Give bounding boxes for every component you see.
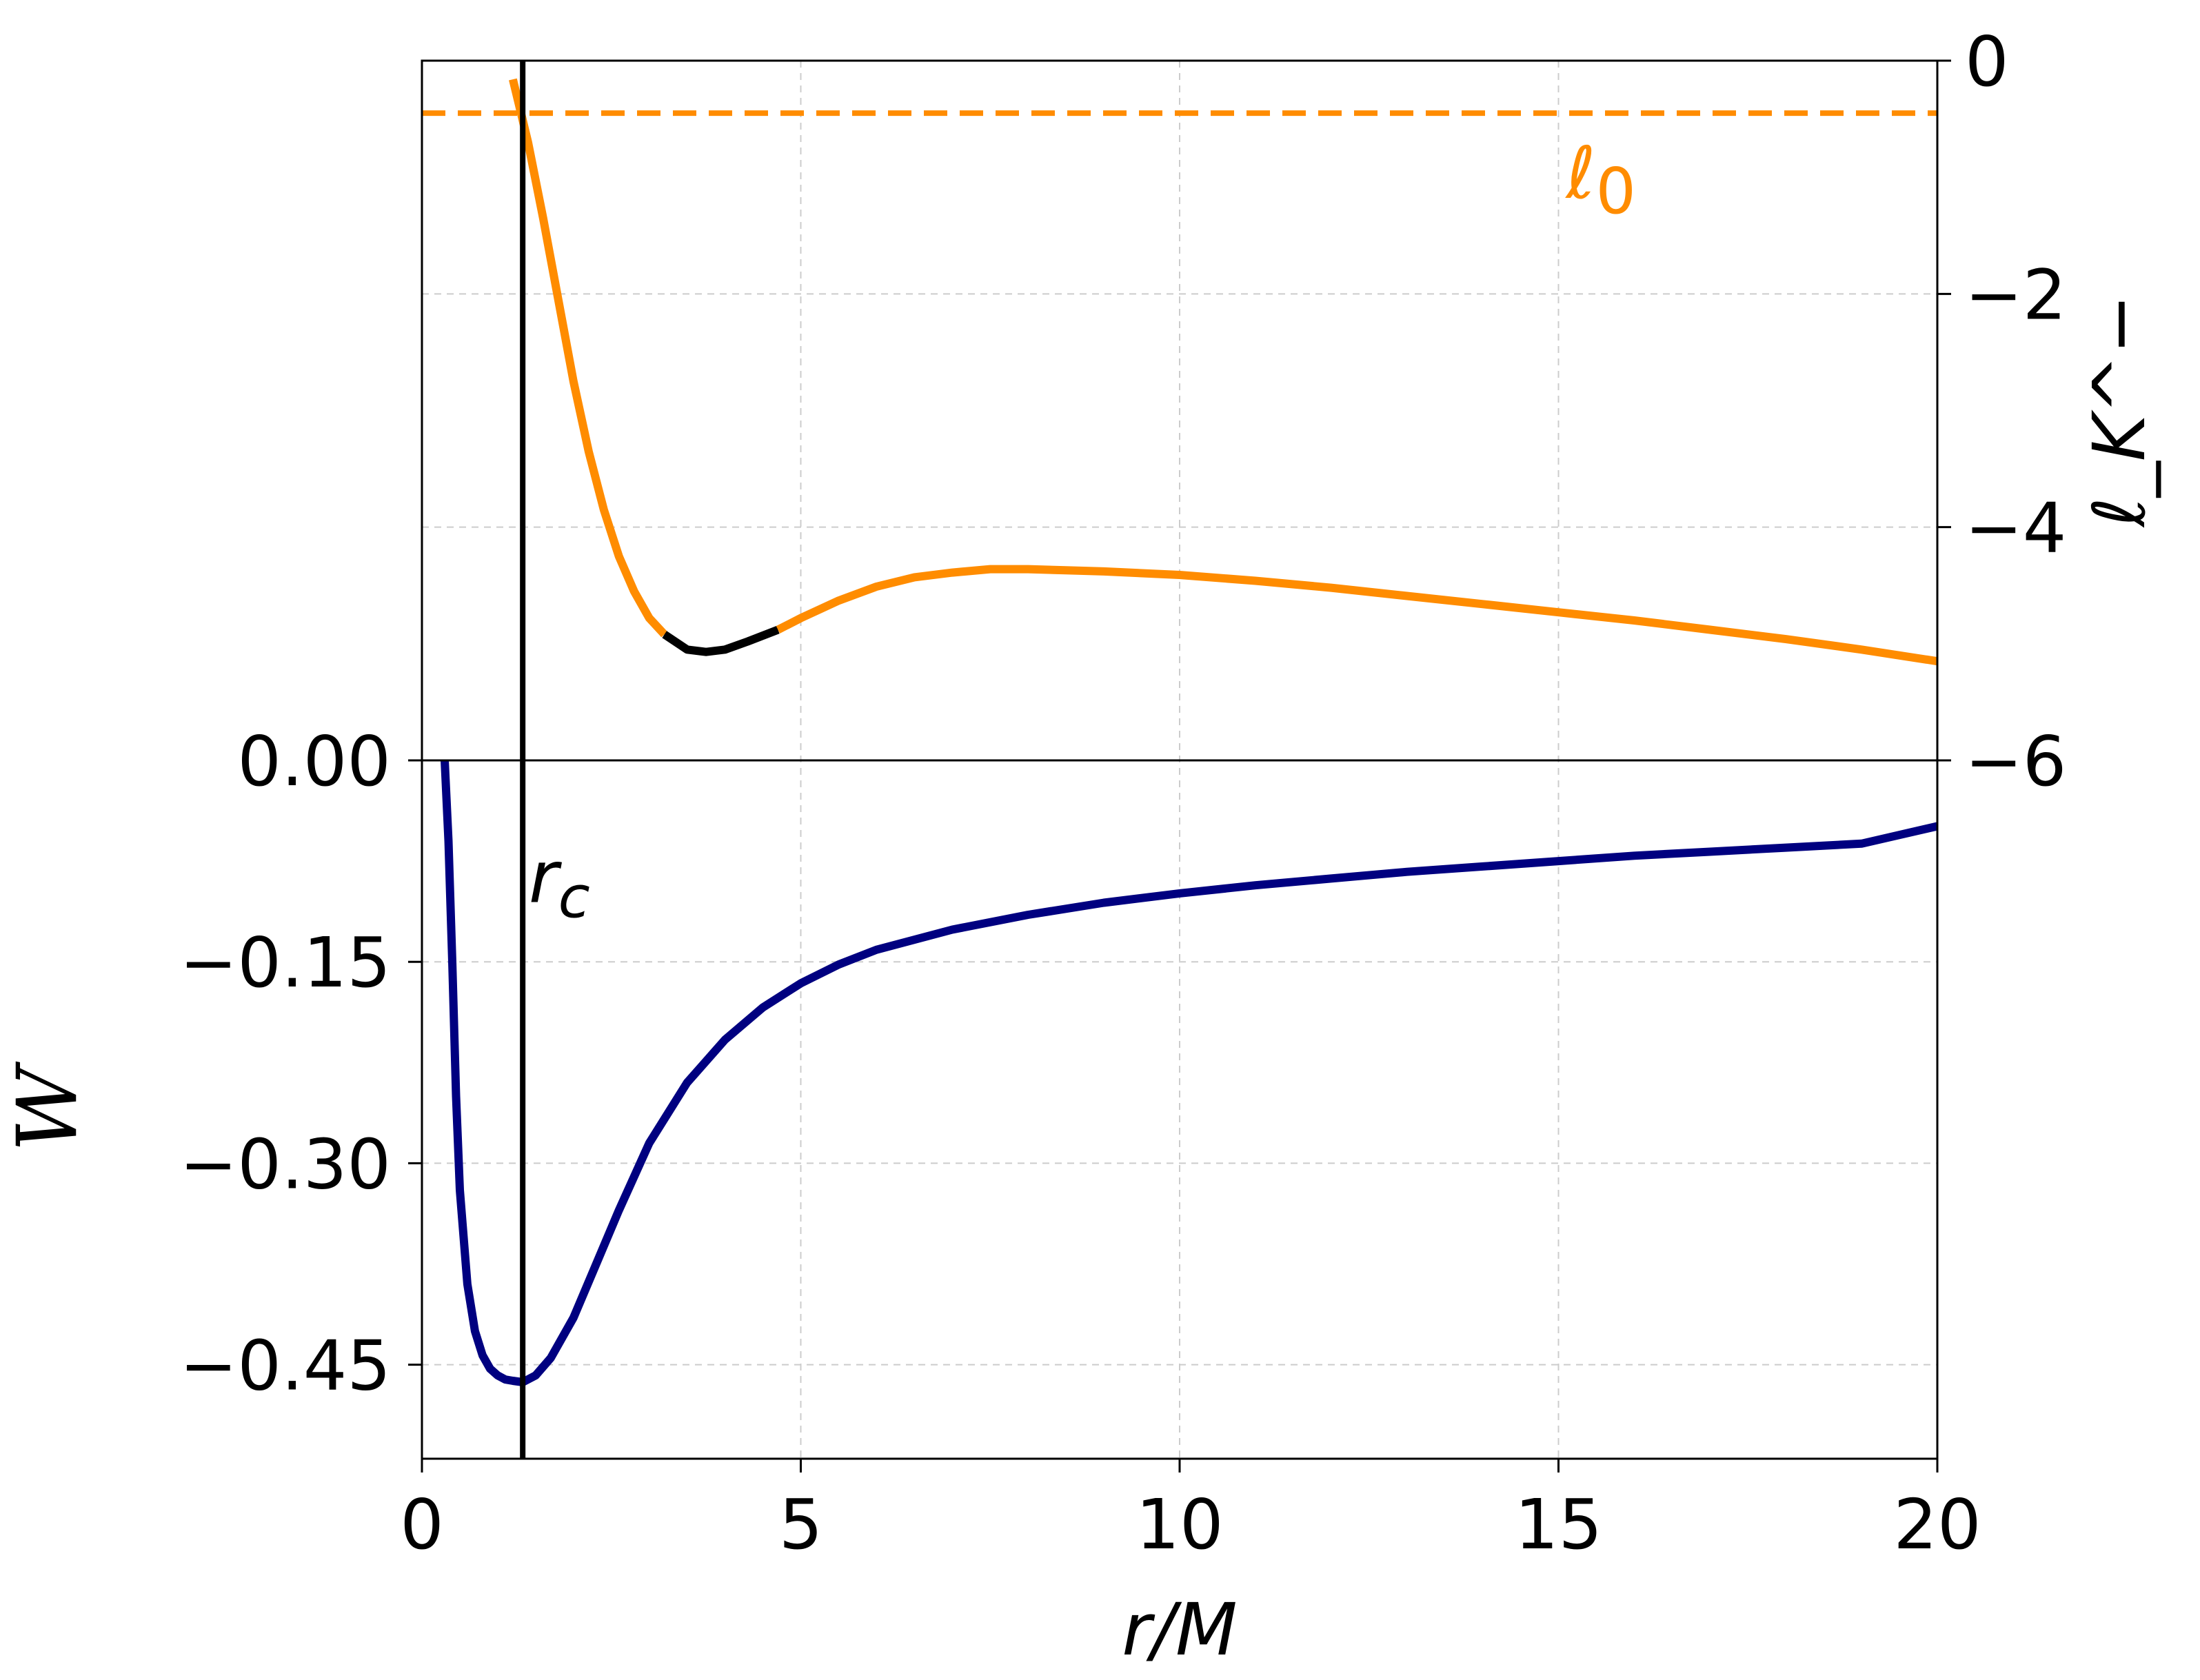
ticks-layer: 0 5 10 15 20 0 −2 −4 −6 0.00 −0.15 −0.30 −0.45 [180, 21, 2067, 1565]
lower-y-axis-label-text: W [0, 1061, 96, 1152]
x-tick-label: 20 [1893, 1484, 1981, 1565]
upper-series-line-2 [776, 565, 1938, 666]
rc-annotation-sub: c [558, 863, 590, 931]
x-axis-label: r/M [1122, 1588, 1238, 1672]
lower-y-tick-label: −0.15 [180, 922, 391, 1003]
upper-y-axis-label-text: ℓ_K^− [2077, 294, 2161, 528]
x-tick-label: 15 [1515, 1484, 1602, 1565]
x-tick-label: 5 [779, 1484, 823, 1565]
lower-y-axis-label: W [0, 1061, 96, 1152]
rc-annotation: rc [529, 835, 590, 931]
x-tick-label: 10 [1136, 1484, 1223, 1565]
upper-y-tick-label: −6 [1965, 721, 2066, 802]
lower-series-line-0 [441, 760, 1939, 1386]
upper-series-line-1 [662, 625, 780, 656]
upper-y-axis-label: ℓ_K^− [2077, 294, 2161, 528]
l0-annotation-sub: 0 [1595, 154, 1636, 228]
lower-y-tick-label: −0.30 [180, 1124, 391, 1204]
frame-layer [421, 59, 1939, 1460]
upper-y-tick-label: 0 [1965, 21, 2009, 102]
x-tick-label: 0 [400, 1484, 444, 1565]
rc-annotation-text: r [529, 835, 563, 919]
lower-y-tick-label: −0.45 [180, 1326, 391, 1406]
upper-y-tick-label: −2 [1965, 254, 2066, 335]
lower-y-tick-label: 0.00 [237, 721, 391, 802]
l0-annotation: ℓ0 [1564, 131, 1636, 228]
upper-y-tick-label: −4 [1965, 488, 2066, 569]
l0-annotation-text: ℓ [1564, 131, 1595, 215]
upper-series-line-0 [509, 78, 668, 638]
